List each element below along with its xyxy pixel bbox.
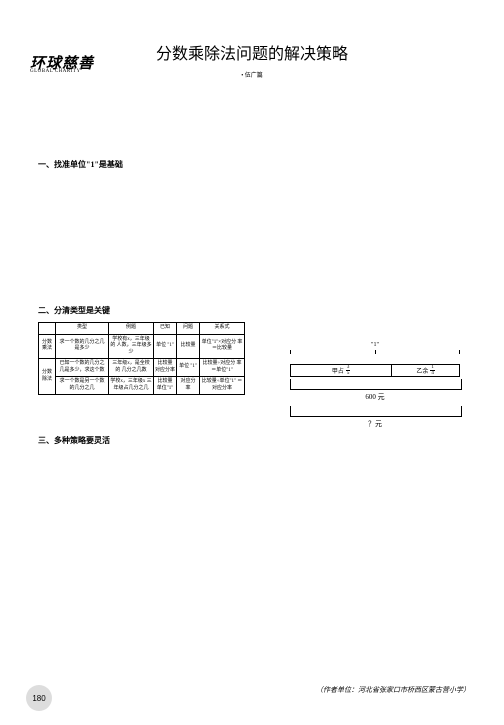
cell-known: 比较量 对应分率 — [154, 359, 177, 377]
th-example: 例题 — [109, 323, 154, 335]
section-3-heading: 三、多种策略要灵活 — [38, 435, 504, 446]
th-type: 类型 — [56, 323, 109, 335]
segment-b: 乙余 1 4 — [392, 365, 459, 376]
row-head: 分数 乘法 — [39, 334, 56, 359]
cell-type: 求一个数是另一个数 的几分之几 — [56, 377, 109, 395]
cell-known: 比较量 单位"1" — [154, 377, 177, 395]
section-1-heading: 一、找准单位"1"是基础 — [38, 159, 504, 170]
cell-ex: 学校x，三年级x 三年级占几分之几 — [109, 377, 154, 395]
row-head: 分数 除法 — [39, 359, 56, 395]
cell-q: 对应分 率 — [177, 377, 200, 395]
page-number: 180 — [26, 685, 52, 711]
line-diagram: "1" 甲占 3 5 乙余 1 4 600 元 ？元 — [290, 350, 460, 429]
th-known: 已知 — [154, 323, 177, 335]
cell-ex: 学校有x，三年级的 人数，三年级多少 — [109, 334, 154, 359]
table-row: 分数 除法 已知一个数的几分之 几是多少，求这个数 三年级x，是全校的 几分之几… — [39, 359, 245, 377]
th-relation: 关系式 — [200, 323, 245, 335]
bottom-value-label: ？元 — [290, 419, 460, 429]
author-affiliation: （作者单位：河北省张家口市桥西区蒙古营小学） — [316, 685, 470, 695]
cell-type: 求一个数的几分之几 是多少 — [56, 334, 109, 359]
type-table: 类型 例题 已知 问题 关系式 分数 乘法 求一个数的几分之几 是多少 学校有x… — [38, 322, 245, 395]
cell-rel: 单位"1"×对应分 率＝比较量 — [200, 334, 245, 359]
cell-q: 比较量 — [177, 334, 200, 359]
cell-q: 单位 "1" — [177, 359, 200, 377]
cell-type: 已知一个数的几分之 几是多少，求这个数 — [56, 359, 109, 377]
cell-known: 单位 "1" — [154, 334, 177, 359]
th-question: 问题 — [177, 323, 200, 335]
fraction-a: 3 5 — [346, 365, 351, 376]
section-2-heading: 二、分清类型是关键 — [38, 305, 504, 316]
cell-rel: 比较量÷单位"1" ＝对应分率 — [200, 377, 245, 395]
cell-ex: 三年级x，是全校的 几分之几数 — [109, 359, 154, 377]
cell-rel: 比较量÷对应分 率＝单位"1" — [200, 359, 245, 377]
table-row: 分数 乘法 求一个数的几分之几 是多少 学校有x，三年级的 人数，三年级多少 单… — [39, 334, 245, 359]
logo-subtitle: GLOBAL CHARITY — [30, 69, 81, 74]
mid-value-label: 600 元 — [290, 392, 460, 402]
table-row: 求一个数是另一个数 的几分之几 学校x，三年级x 三年级占几分之几 比较量 单位… — [39, 377, 245, 395]
th-blank — [39, 323, 56, 335]
seg-a-label: 甲占 — [332, 366, 344, 375]
unit-label: "1" — [371, 342, 379, 348]
fraction-b: 1 4 — [430, 365, 435, 376]
segment-a: 甲占 3 5 — [291, 365, 392, 376]
seg-b-label: 乙余 — [416, 366, 428, 375]
table-header-row: 类型 例题 已知 问题 关系式 — [39, 323, 245, 335]
